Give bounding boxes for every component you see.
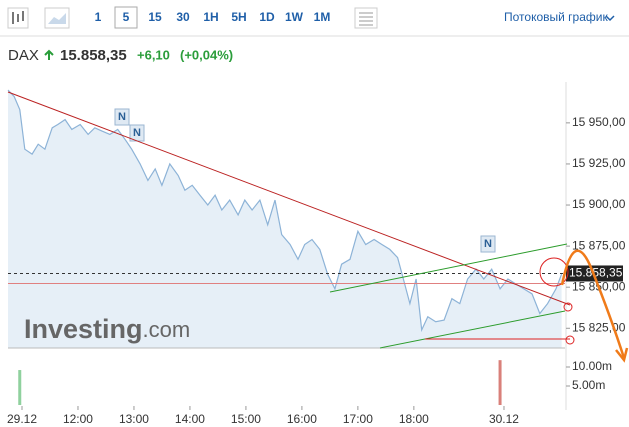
support-point [565, 335, 575, 345]
watermark-brand: Investing.com [24, 314, 190, 344]
interval-button[interactable]: 1M [314, 10, 331, 24]
interval-button[interactable]: 1H [203, 10, 218, 24]
toolbar: Потоковый график [0, 6, 629, 37]
symbol: DAX [8, 47, 39, 64]
price-line [7, 89, 563, 333]
x-tick-label: 13:00 [119, 412, 149, 426]
channel-top [329, 243, 568, 293]
drawings [7, 91, 629, 363]
table-icon[interactable] [354, 7, 378, 29]
forecast-curve [560, 249, 626, 359]
interval-button[interactable]: 30 [176, 10, 190, 24]
news-marker-label: N [484, 238, 492, 250]
y-tick-label: 15 900,00 [572, 197, 626, 211]
change: +6,10 [137, 47, 170, 62]
dropdown-arrow [605, 15, 615, 22]
trend-point [563, 302, 573, 312]
x-tick-label: 17:00 [343, 412, 373, 426]
interval-button[interactable]: 5H [231, 10, 246, 24]
candle-icon[interactable] [7, 7, 29, 29]
price: 15.858,35 [60, 47, 127, 64]
news-marker-label: N [118, 111, 126, 123]
news-marker[interactable] [480, 235, 496, 253]
interval-button[interactable]: 1D [259, 10, 275, 24]
channel-bottom [379, 310, 566, 349]
price-area [8, 90, 562, 348]
watermark-suffix: .com [143, 317, 191, 342]
volume-bar [498, 360, 502, 405]
x-tick-label: 14:00 [175, 412, 205, 426]
interval-button[interactable]: 1W [285, 10, 304, 24]
table-glyph [359, 12, 373, 26]
news-marker-label: N [133, 127, 141, 139]
y-tick-label: 15 875,00 [572, 238, 626, 252]
interval-button[interactable]: 5 [123, 10, 130, 24]
up-arrow [44, 49, 54, 60]
y-tick-label: 15 950,00 [572, 115, 626, 129]
x-tick-label: 15:00 [231, 412, 261, 426]
watermark-brand-text: Investing [24, 314, 143, 344]
x-tick-label: 18:00 [399, 412, 429, 426]
x-tick-label: 12:00 [63, 412, 93, 426]
candle-glyph [12, 11, 24, 24]
forecast-arrow [615, 347, 629, 363]
trend-line [7, 91, 571, 306]
volume-bar [18, 370, 22, 405]
area-glyph [48, 13, 66, 24]
y-tick-label: 15 825,00 [572, 320, 626, 334]
interval-button[interactable]: 15 [148, 10, 162, 24]
interval-button[interactable]: 1 [95, 10, 102, 24]
area-icon[interactable] [44, 7, 70, 29]
change-pct: (+0,04%) [180, 47, 233, 62]
x-tick-label: 30.12 [489, 412, 519, 426]
selected-frame [114, 6, 138, 29]
volume-tick-label: 5.00m [572, 378, 605, 392]
price-circle [539, 257, 569, 287]
volume-tick-label: 10.00m [572, 359, 612, 373]
last-price-label: 15.858,35 [569, 266, 623, 280]
y-tick-label: 15 925,00 [572, 156, 626, 170]
mode-label[interactable]: Потоковый график [504, 10, 608, 24]
x-tick-label: 16:00 [287, 412, 317, 426]
news-marker[interactable] [114, 108, 130, 126]
x-tick-label: 29.12 [7, 412, 37, 426]
plot: 15 950,00 15 925,00 15 900,00 15 875,00 15 8… [7, 82, 626, 426]
